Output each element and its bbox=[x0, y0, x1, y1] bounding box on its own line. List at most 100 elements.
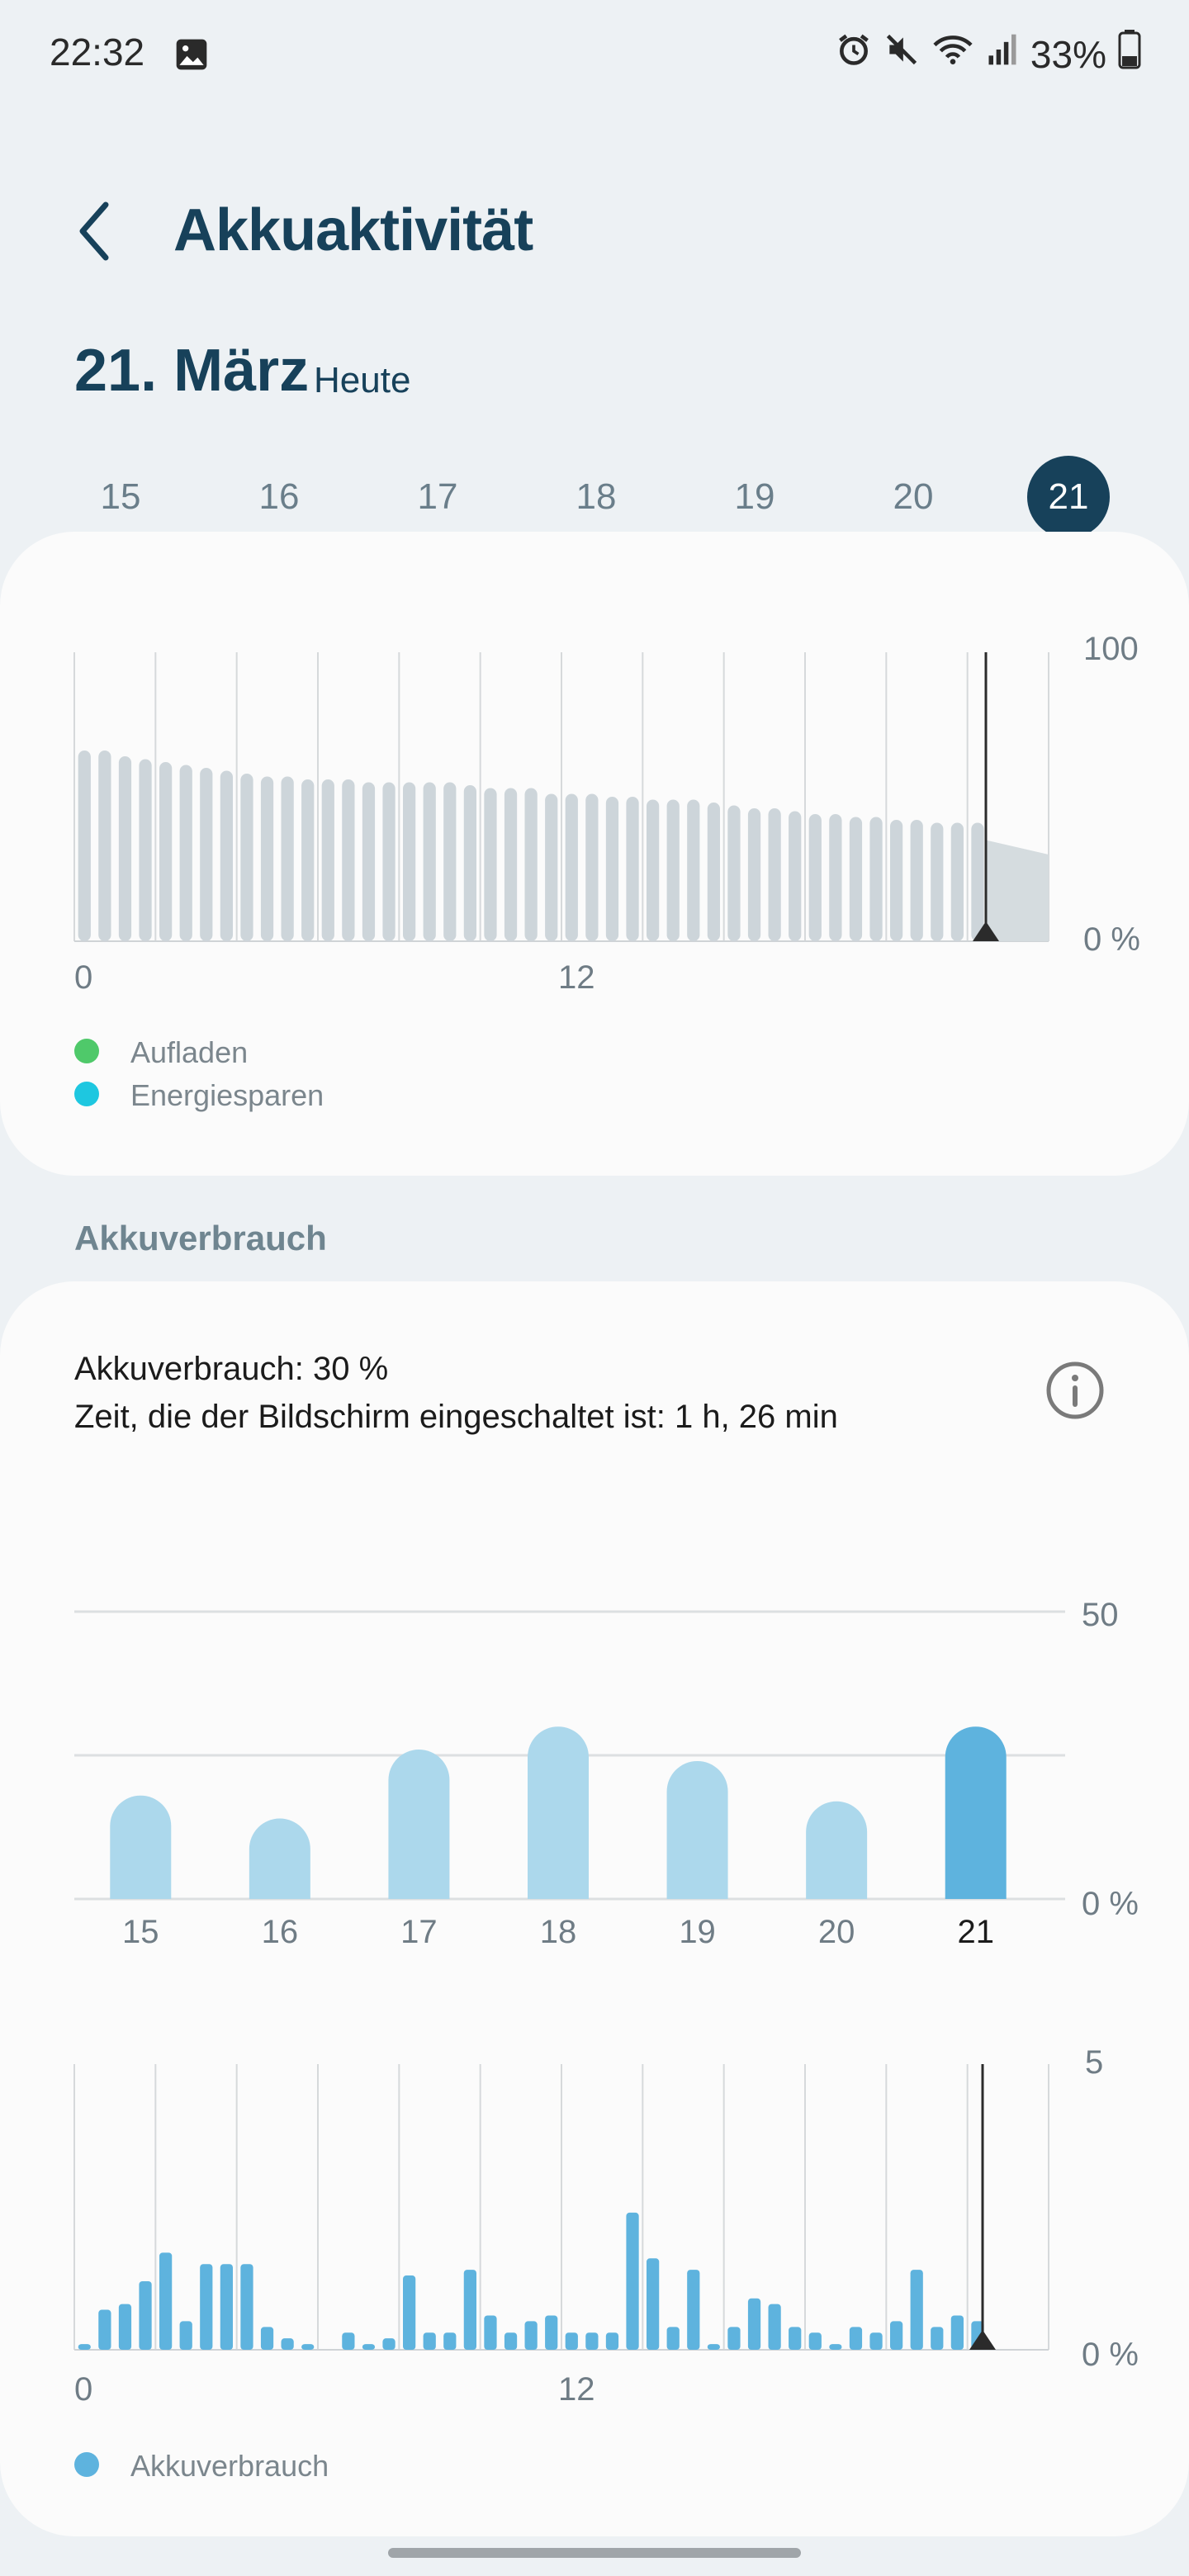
hourly-bar bbox=[260, 2327, 274, 2350]
hourly-bar bbox=[950, 2315, 964, 2350]
level-bar bbox=[829, 814, 842, 941]
daily-x-label-21: 21 bbox=[957, 1914, 994, 1950]
hourly-bar bbox=[585, 2332, 599, 2350]
level-bar bbox=[971, 822, 984, 941]
hourly-bar bbox=[504, 2332, 518, 2350]
back-icon[interactable] bbox=[73, 198, 114, 264]
legend-dot-charging bbox=[74, 1039, 99, 1063]
daily-bar-16[interactable] bbox=[249, 1818, 310, 1899]
level-bar bbox=[931, 822, 944, 941]
hourly-bar bbox=[159, 2252, 173, 2350]
level-bar bbox=[890, 820, 903, 941]
gesture-nav-bar[interactable] bbox=[388, 2548, 801, 2558]
hourly-bar bbox=[443, 2332, 457, 2350]
daily-y-bottom-label: 0 % bbox=[1082, 1886, 1139, 1922]
daily-x-label-19: 19 bbox=[679, 1914, 716, 1950]
level-bar bbox=[463, 785, 476, 941]
level-bar bbox=[768, 808, 781, 941]
hourly-bar bbox=[869, 2332, 883, 2350]
daily-bar-15[interactable] bbox=[110, 1795, 172, 1899]
level-bar bbox=[179, 765, 192, 941]
now-marker bbox=[973, 921, 999, 941]
hourly-bar bbox=[220, 2264, 233, 2350]
signal-icon bbox=[986, 31, 1019, 77]
hourly-bar bbox=[727, 2327, 741, 2350]
hourly-bar bbox=[342, 2332, 355, 2350]
level-bar bbox=[220, 770, 233, 941]
hourly-bar bbox=[118, 2304, 132, 2350]
wifi-icon bbox=[931, 31, 974, 77]
level-bar bbox=[139, 759, 152, 941]
level-bar bbox=[869, 817, 883, 941]
level-x-label-12: 12 bbox=[558, 959, 595, 996]
legend-power-saving: Energiesparen bbox=[130, 1078, 324, 1112]
hourly-bar bbox=[768, 2304, 781, 2350]
level-bar bbox=[747, 808, 761, 941]
hourly-now-marker bbox=[969, 2330, 996, 2350]
level-bar bbox=[382, 782, 396, 941]
level-bar bbox=[200, 768, 213, 941]
hourly-bar bbox=[545, 2315, 558, 2350]
daily-x-label-16: 16 bbox=[261, 1914, 299, 1950]
hourly-bar bbox=[463, 2270, 476, 2350]
daily-bar-17[interactable] bbox=[388, 1750, 450, 1899]
status-icons: 33% bbox=[836, 30, 1141, 78]
hourly-bar bbox=[78, 2344, 91, 2350]
day-15[interactable]: 15 bbox=[100, 476, 141, 517]
daily-bar-20[interactable] bbox=[806, 1801, 868, 1899]
info-icon[interactable] bbox=[1044, 1359, 1106, 1422]
level-bar bbox=[98, 751, 111, 941]
level-bar bbox=[605, 797, 619, 941]
day-16[interactable]: 16 bbox=[258, 476, 300, 517]
hourly-bar bbox=[98, 2309, 111, 2350]
day-19[interactable]: 19 bbox=[734, 476, 775, 517]
hourly-x-label-0: 0 bbox=[74, 2371, 93, 2408]
level-bar bbox=[362, 782, 376, 941]
level-bar bbox=[707, 803, 720, 941]
level-bar bbox=[78, 751, 91, 941]
level-bar bbox=[423, 782, 436, 941]
daily-bar-18[interactable] bbox=[528, 1726, 589, 1899]
hourly-bar bbox=[687, 2270, 700, 2350]
hourly-bar bbox=[789, 2327, 802, 2350]
level-bar bbox=[403, 782, 416, 941]
level-y-top-label: 100 bbox=[1083, 631, 1139, 667]
hourly-bar bbox=[484, 2315, 497, 2350]
daily-bar-19[interactable] bbox=[666, 1760, 728, 1899]
status-time: 22:32 bbox=[50, 31, 145, 73]
level-bar bbox=[159, 762, 173, 941]
day-20[interactable]: 20 bbox=[893, 476, 934, 517]
level-bar bbox=[666, 799, 680, 941]
level-bar bbox=[524, 788, 538, 941]
hourly-bar bbox=[747, 2298, 761, 2350]
level-bar bbox=[727, 805, 741, 941]
page-title: Akkuaktivität bbox=[173, 197, 533, 263]
screen-time-text: Zeit, die der Bildschirm eingeschaltet i… bbox=[74, 1399, 838, 1435]
hourly-bar bbox=[362, 2344, 376, 2350]
daily-bar-21[interactable] bbox=[945, 1726, 1007, 1899]
daily-x-label-15: 15 bbox=[122, 1914, 159, 1950]
hourly-bar bbox=[707, 2344, 720, 2350]
hourly-bar bbox=[849, 2327, 863, 2350]
level-bar bbox=[950, 822, 964, 941]
hourly-bar bbox=[666, 2327, 680, 2350]
daily-x-label-17: 17 bbox=[400, 1914, 438, 1950]
day-18[interactable]: 18 bbox=[576, 476, 617, 517]
battery-percent: 33% bbox=[1030, 32, 1106, 76]
level-bar bbox=[626, 797, 639, 941]
day-21[interactable]: 21 bbox=[1027, 456, 1110, 538]
level-x-label-0: 0 bbox=[74, 959, 93, 996]
hourly-bar bbox=[200, 2264, 213, 2350]
hourly-bar bbox=[626, 2212, 639, 2350]
hourly-bar bbox=[281, 2338, 294, 2350]
hourly-y-bottom-label: 0 % bbox=[1082, 2337, 1139, 2373]
day-17[interactable]: 17 bbox=[417, 476, 458, 517]
hourly-bar bbox=[179, 2321, 192, 2350]
usage-total-text: Akkuverbrauch: 30 % bbox=[74, 1351, 389, 1387]
level-bar bbox=[321, 779, 334, 941]
image-icon bbox=[173, 36, 210, 77]
level-bar bbox=[118, 756, 132, 941]
date-today-label: Heute bbox=[314, 360, 411, 400]
hourly-bar bbox=[605, 2332, 619, 2350]
level-bar bbox=[240, 774, 253, 941]
